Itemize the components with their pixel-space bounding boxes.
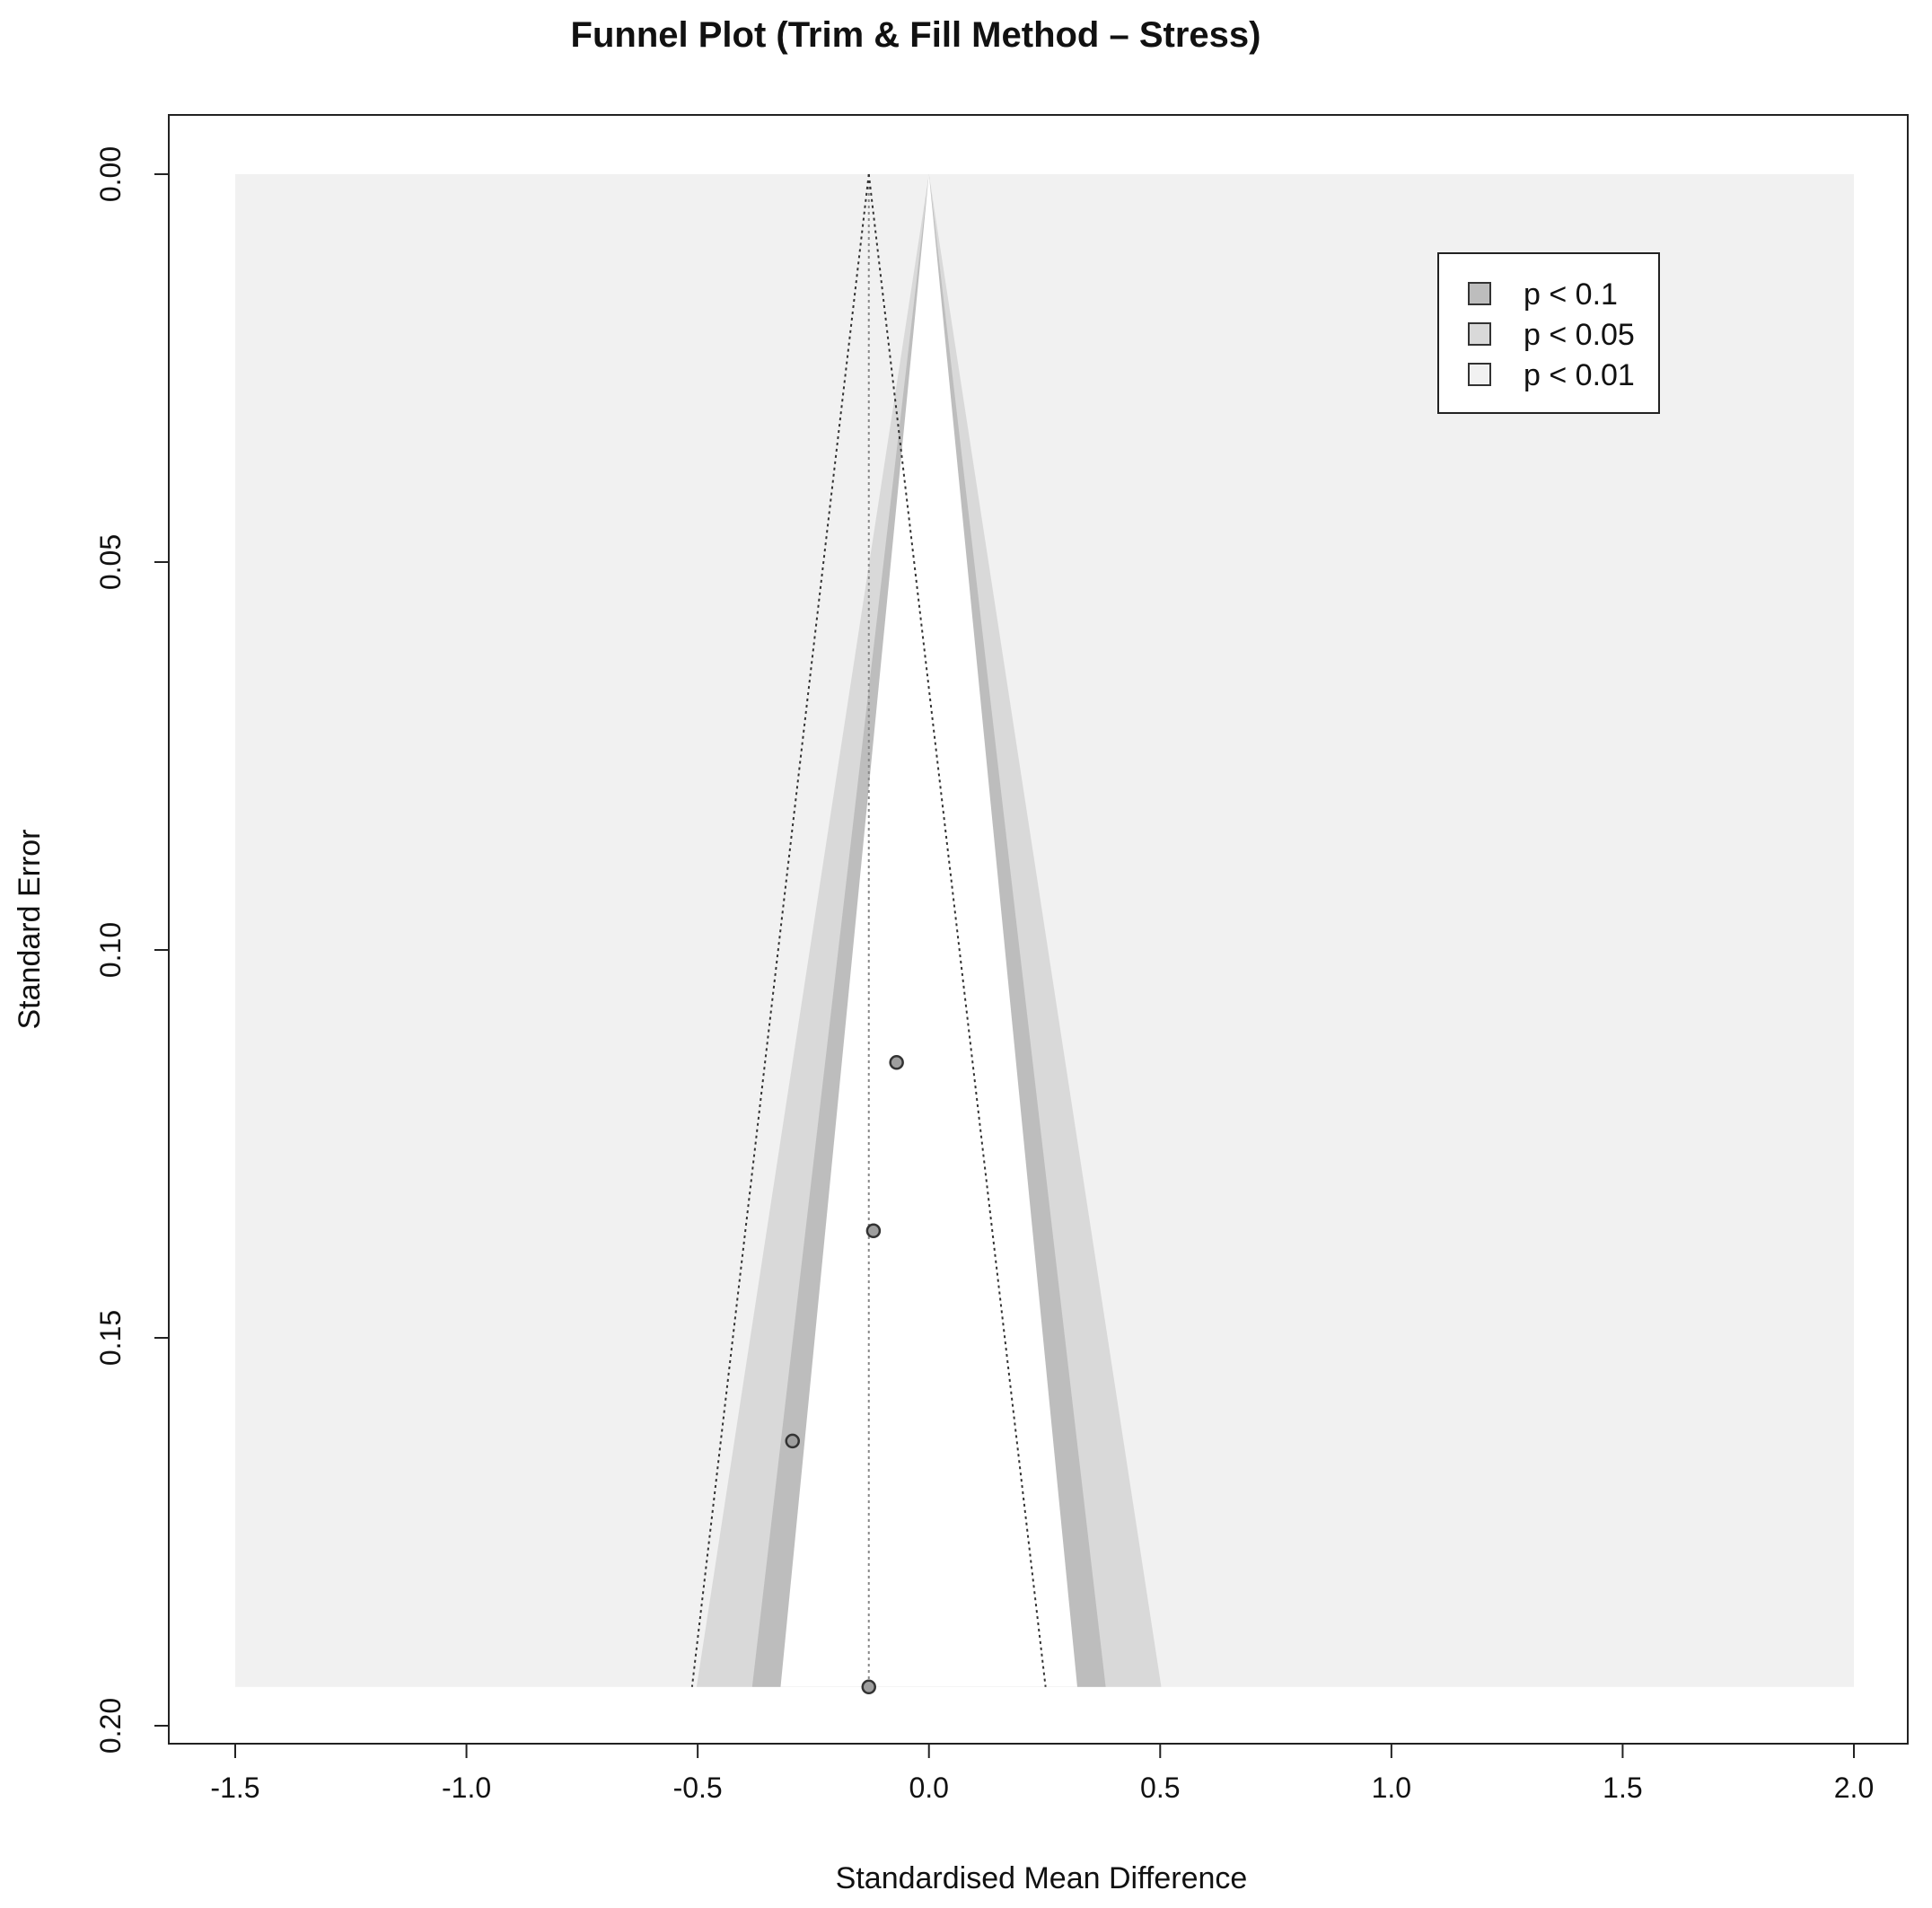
data-points [785, 1055, 904, 1695]
funnel-ci-right-line [867, 173, 1047, 1687]
y-tick-label: 0.15 [94, 1310, 127, 1366]
legend-label: p < 0.01 [1524, 358, 1635, 392]
y-axis-label: Standard Error [13, 830, 47, 1030]
x-axis: -1.5 -1.0 -0.5 0.0 0.5 1.0 1.5 2.0 [210, 1743, 1874, 1804]
legend-label: p < 0.05 [1524, 318, 1635, 352]
data-point [865, 1223, 882, 1239]
y-tick-label: 0.20 [94, 1698, 127, 1754]
x-axis-label: Standardised Mean Difference [836, 1861, 1248, 1895]
x-tick-label: 1.5 [1603, 1772, 1642, 1804]
x-tick-label: 0.5 [1140, 1772, 1180, 1804]
legend-label: p < 0.1 [1524, 277, 1618, 312]
x-tick-label: -1.5 [210, 1772, 259, 1804]
x-tick-label: 0.0 [909, 1772, 948, 1804]
nonsignificant-region [780, 174, 1077, 1687]
y-tick-label: 0.00 [94, 146, 127, 202]
y-axis: 0.00 0.05 0.10 0.15 0.20 [94, 146, 170, 1754]
chart-title: Funnel Plot (Trim & Fill Method – Stress… [571, 15, 1261, 55]
data-point [889, 1055, 904, 1070]
plot-area [168, 114, 1909, 1745]
legend: p < 0.1 p < 0.05 p < 0.01 [1437, 252, 1660, 414]
funnel-ci-left-line [690, 173, 870, 1687]
x-tick-label: 2.0 [1834, 1772, 1874, 1804]
y-tick-label: 0.10 [94, 922, 127, 978]
y-tick-label: 0.05 [94, 534, 127, 590]
legend-swatch [1468, 322, 1491, 346]
x-tick-label: 1.0 [1372, 1772, 1411, 1804]
data-point [785, 1433, 800, 1449]
x-tick-label: -0.5 [673, 1772, 723, 1804]
x-tick-label: -1.0 [442, 1772, 491, 1804]
legend-swatch [1468, 282, 1491, 305]
legend-swatch [1468, 363, 1491, 386]
data-point [861, 1679, 876, 1695]
